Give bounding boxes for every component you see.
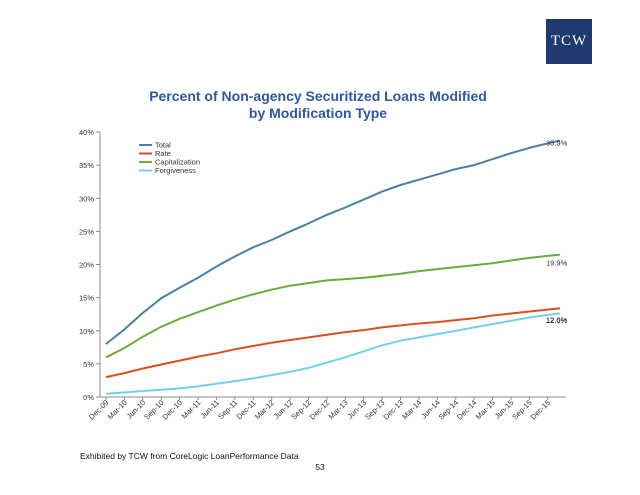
legend-label-forgiveness: Forgiveness — [155, 166, 196, 175]
y-tick-label: 30% — [79, 194, 94, 203]
x-tick-label: Mar-10 — [106, 398, 129, 421]
source-note: Exhibited by TCW from CoreLogic LoanPerf… — [80, 451, 299, 461]
x-tick-label: Mar-12 — [253, 398, 276, 421]
x-tick-label: Mar-15 — [474, 398, 497, 421]
chart-title-block: Percent of Non-agency Securitized Loans … — [96, 88, 540, 122]
series-line-rate — [105, 307, 561, 379]
tcw-logo-text: TCW — [550, 33, 588, 49]
chart-axes: 0%5%10%15%20%25%30%35%40%Dec-09Mar-10Jun… — [79, 128, 566, 422]
y-tick-label: 40% — [79, 128, 94, 137]
end-label-rate: 12.5% — [546, 316, 568, 325]
series-line-forgiveness — [105, 312, 561, 395]
end-label-capitalization: 19.9% — [546, 259, 568, 268]
legend-label-capitalization: Capitalization — [155, 158, 200, 167]
x-tick-label: Mar-13 — [327, 398, 350, 421]
tcw-logo: TCW — [546, 19, 592, 64]
x-tick-label: Sep-11 — [216, 398, 239, 421]
x-tick-label: Dec-12 — [308, 398, 331, 421]
series-line-total — [105, 139, 561, 345]
chart-title: Percent of Non-agency Securitized Loans … — [149, 88, 487, 104]
y-tick-label: 35% — [79, 161, 94, 170]
legend-label-rate: Rate — [155, 149, 171, 158]
x-tick-label: Dec-13 — [381, 398, 404, 421]
x-tick-label: Dec-14 — [455, 398, 478, 421]
x-tick-label: Dec-11 — [235, 398, 258, 421]
chart-subtitle: by Modification Type — [248, 105, 388, 121]
y-tick-label: 20% — [79, 261, 94, 270]
x-tick-label: Mar-11 — [180, 398, 203, 421]
x-tick-label: Dec-10 — [161, 398, 184, 421]
page-number: 53 — [315, 462, 325, 472]
y-tick-label: 10% — [79, 327, 94, 336]
y-tick-label: 25% — [79, 227, 94, 236]
y-tick-label: 5% — [83, 360, 94, 369]
y-tick-label: 15% — [79, 294, 94, 303]
end-label-total: 35.9% — [546, 139, 568, 148]
x-tick-label: Mar-14 — [400, 398, 423, 421]
end-label-forgiveness: 12.0% — [546, 316, 568, 325]
y-tick-label: 0% — [83, 393, 94, 402]
legend-label-total: Total — [155, 141, 171, 150]
x-tick-label: Dec-15 — [529, 398, 552, 421]
chart-series: 35.9% 12.5% 19.9% 12.0% — [105, 139, 568, 395]
series-line-capitalization — [105, 253, 561, 359]
